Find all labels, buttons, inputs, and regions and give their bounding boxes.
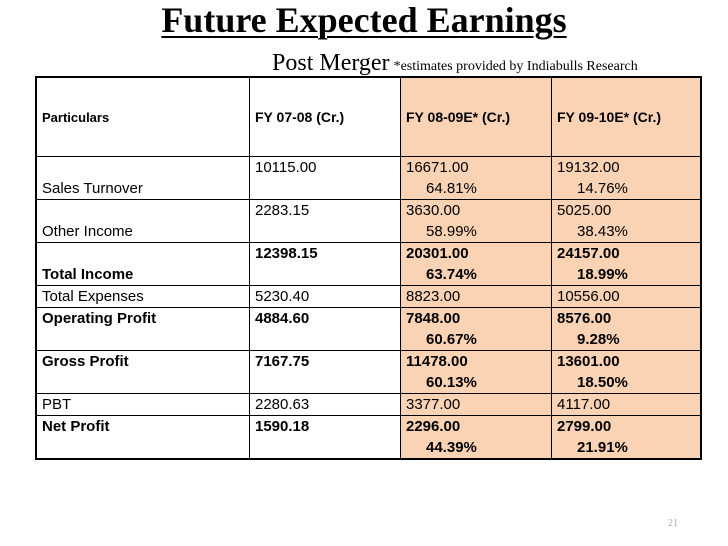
cell-value: 2296.00 — [406, 418, 461, 435]
page-number: 21 — [668, 518, 678, 529]
header-fy0708: FY 07-08 (Cr.) — [249, 76, 401, 157]
header-fy0809: FY 08-09E* (Cr.) — [400, 76, 552, 157]
row-label: Net Profit — [35, 415, 250, 460]
cell-value: 13601.00 — [557, 353, 620, 370]
table-row: PBT 2280.63 3377.00 4117.00 — [35, 393, 702, 416]
cell-value: 16671.00 — [406, 159, 469, 176]
table-row: Total Income 12398.15 20301.00 63.74% 241… — [35, 242, 702, 286]
cell-value: 2799.00 — [557, 418, 612, 435]
cell-fy0708: 10115.00 — [249, 156, 401, 200]
cell-value: 11478.00 — [406, 353, 468, 370]
cell-fy0809: 16671.00 64.81% — [400, 156, 552, 200]
cell-fy0809: 7848.00 60.67% — [400, 307, 552, 351]
cell-growth: 18.99% — [577, 266, 628, 283]
cell-growth: 38.43% — [577, 223, 628, 240]
cell-fy0910: 4117.00 — [551, 393, 702, 416]
table-row: Net Profit 1590.18 2296.00 44.39% 2799.00… — [35, 415, 702, 460]
cell-fy0910: 13601.00 18.50% — [551, 350, 702, 394]
cell-fy0910: 5025.00 38.43% — [551, 199, 702, 243]
title-text: Future Expected Earnings — [161, 0, 567, 40]
cell-fy0910: 24157.00 18.99% — [551, 242, 702, 286]
cell-fy0708: 5230.40 — [249, 285, 401, 308]
cell-fy0809: 11478.00 60.13% — [400, 350, 552, 394]
cell-growth: 44.39% — [426, 439, 477, 456]
subtitle: Post Merger *estimates provided by Indiab… — [272, 48, 638, 82]
cell-fy0809: 20301.00 63.74% — [400, 242, 552, 286]
cell-fy0708: 7167.75 — [249, 350, 401, 394]
cell-value: 5025.00 — [557, 202, 612, 219]
cell-fy0910: 2799.00 21.91% — [551, 415, 702, 460]
cell-value: 19132.00 — [557, 159, 620, 176]
cell-value: 3630.00 — [406, 202, 461, 219]
cell-value: 24157.00 — [557, 245, 620, 262]
row-label: Other Income — [35, 199, 250, 243]
header-fy0910: FY 09-10E* (Cr.) — [551, 76, 702, 157]
table-row: Gross Profit 7167.75 11478.00 60.13% 1360… — [35, 350, 702, 394]
row-label: Operating Profit — [35, 307, 250, 351]
header-particulars: Particulars — [35, 76, 250, 157]
cell-growth: 58.99% — [426, 223, 477, 240]
cell-fy0708: 4884.60 — [249, 307, 401, 351]
cell-fy0708: 1590.18 — [249, 415, 401, 460]
estimates-note: *estimates provided by Indiabulls Resear… — [393, 59, 638, 74]
page-title: Future Expected Earnings — [0, 0, 728, 42]
cell-fy0809: 3377.00 — [400, 393, 552, 416]
table-header-row: Particulars FY 07-08 (Cr.) FY 08-09E* (C… — [35, 76, 702, 157]
earnings-table: Particulars FY 07-08 (Cr.) FY 08-09E* (C… — [35, 76, 702, 460]
cell-fy0708: 2283.15 — [249, 199, 401, 243]
table-row: Sales Turnover 10115.00 16671.00 64.81% 1… — [35, 156, 702, 200]
cell-growth: 14.76% — [577, 180, 628, 197]
row-label: Total Expenses — [35, 285, 250, 308]
row-label: Total Income — [35, 242, 250, 286]
cell-growth: 18.50% — [577, 374, 628, 391]
cell-fy0910: 10556.00 — [551, 285, 702, 308]
cell-value: 20301.00 — [406, 245, 469, 262]
cell-fy0809: 3630.00 58.99% — [400, 199, 552, 243]
cell-growth: 21.91% — [577, 439, 628, 456]
cell-value: 7848.00 — [406, 310, 461, 327]
row-label: Sales Turnover — [35, 156, 250, 200]
cell-fy0809: 8823.00 — [400, 285, 552, 308]
cell-growth: 9.28% — [577, 331, 620, 348]
row-label: Gross Profit — [35, 350, 250, 394]
table-row: Total Expenses 5230.40 8823.00 10556.00 — [35, 285, 702, 308]
cell-fy0708: 12398.15 — [249, 242, 401, 286]
cell-fy0708: 2280.63 — [249, 393, 401, 416]
table-row: Operating Profit 4884.60 7848.00 60.67% 8… — [35, 307, 702, 351]
row-label: PBT — [35, 393, 250, 416]
cell-growth: 64.81% — [426, 180, 477, 197]
cell-fy0809: 2296.00 44.39% — [400, 415, 552, 460]
table-row: Other Income 2283.15 3630.00 58.99% 5025.… — [35, 199, 702, 243]
cell-fy0910: 8576.00 9.28% — [551, 307, 702, 351]
cell-value: 8576.00 — [557, 310, 612, 327]
cell-growth: 60.67% — [426, 331, 477, 348]
cell-growth: 63.74% — [426, 266, 477, 283]
cell-growth: 60.13% — [426, 374, 477, 391]
subtitle-text: Post Merger — [272, 50, 390, 76]
cell-fy0910: 19132.00 14.76% — [551, 156, 702, 200]
